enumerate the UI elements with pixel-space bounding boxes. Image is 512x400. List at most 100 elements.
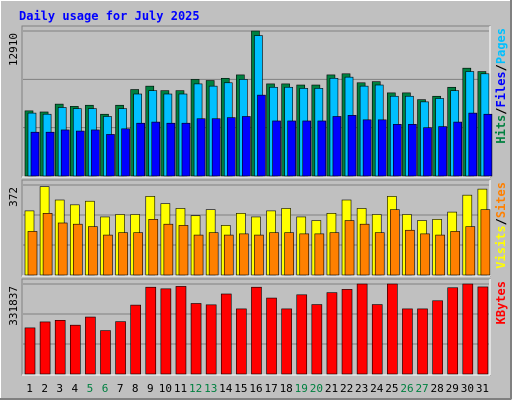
bar-kbytes-day-30 [462, 283, 474, 375]
bar-kbytes-day-27 [417, 308, 428, 375]
bar-kbytes-day-1 [24, 327, 36, 375]
x-axis-tick-labels: 1 2 3 4 5 6 7 8 9 10 11 12 13 14 15 16 17 18 19 20 21 22 23 24 2… [26, 382, 489, 395]
bar-kbytes-day-10 [160, 288, 172, 375]
x-tick-label-day-4: 4 [72, 382, 79, 395]
bar-kbytes-day-4 [69, 324, 81, 375]
x-tick-label-day-30: 30 [461, 382, 474, 395]
bar-pages-day-20 [317, 120, 327, 177]
legend-pages: Pages [494, 28, 508, 64]
bar-sites-day-2 [42, 213, 53, 276]
bar-pages-day-30 [468, 112, 478, 177]
x-tick-label-day-14: 14 [219, 382, 233, 395]
bar-kbytes-day-9 [145, 286, 157, 375]
bar-pages-day-19 [302, 120, 312, 177]
legend-visits: Visits [494, 225, 508, 268]
bar-kbytes-day-2 [39, 321, 51, 375]
legend-files: Files [494, 71, 508, 107]
bar-kbytes-day-21 [326, 292, 338, 375]
x-tick-label-day-19: 19 [295, 382, 308, 395]
bar-sites-day-25 [390, 209, 400, 276]
bar-sites-day-26 [405, 229, 415, 276]
chart-title: Daily usage for July 2025 [19, 9, 200, 23]
bar-kbytes-day-24 [371, 304, 383, 375]
bar-pages-day-29 [453, 121, 463, 177]
bar-sites-day-29 [450, 231, 461, 276]
bar-pages-day-25 [393, 124, 402, 177]
bar-pages-day-14 [226, 117, 236, 177]
bar-kbytes-day-15 [236, 308, 247, 375]
x-tick-label-day-6: 6 [102, 382, 109, 395]
legend-kbytes: KBytes [494, 281, 508, 324]
x-tick-label-day-28: 28 [431, 382, 444, 395]
bar-kbytes-day-11 [175, 286, 187, 375]
bar-pages-day-21 [332, 116, 342, 177]
x-tick-label-day-15: 15 [234, 382, 247, 395]
bar-kbytes-day-18 [281, 308, 292, 375]
bar-kbytes-day-25 [387, 283, 398, 375]
x-tick-label-day-29: 29 [446, 382, 459, 395]
bar-pages-day-16 [257, 94, 266, 177]
x-tick-label-day-2: 2 [41, 382, 48, 395]
x-tick-label-day-10: 10 [159, 382, 172, 395]
bar-kbytes-day-17 [266, 297, 277, 375]
bar-sites-day-27 [420, 233, 430, 276]
x-tick-label-day-12: 12 [189, 382, 202, 395]
bar-kbytes-day-16 [251, 286, 262, 375]
bar-pages-day-17 [272, 120, 281, 177]
legend-separator: / [494, 107, 508, 114]
bar-pages-day-11 [181, 122, 191, 177]
bar-pages-day-15 [242, 116, 251, 177]
bar-pages-day-2 [45, 131, 55, 177]
bar-sites-day-30 [465, 226, 476, 276]
x-tick-label-day-20: 20 [310, 382, 323, 395]
bar-pages-day-28 [438, 126, 447, 177]
bar-sites-day-22 [344, 220, 355, 276]
x-tick-label-day-5: 5 [87, 382, 94, 395]
x-tick-label-day-21: 21 [325, 382, 338, 395]
bar-pages-day-12 [196, 118, 206, 177]
legend-hits: Hits [494, 115, 508, 144]
legend-sites: Sites [494, 182, 508, 218]
bar-pages-day-10 [166, 122, 176, 177]
bar-pages-day-9 [151, 121, 161, 177]
bar-sites-day-15 [239, 233, 249, 276]
bar-sites-day-7 [118, 232, 128, 276]
bar-sites-day-19 [299, 233, 310, 276]
x-tick-label-day-3: 3 [56, 382, 63, 395]
bar-pages-day-4 [75, 130, 85, 177]
y-axis-max-label: 12910 [7, 33, 20, 66]
bar-sites-day-31 [480, 209, 491, 276]
x-tick-label-day-8: 8 [132, 382, 139, 395]
bar-pages-day-26 [408, 124, 417, 177]
x-tick-label-day-13: 13 [204, 382, 217, 395]
panel-legend: Hits/Files/Pages [494, 28, 508, 144]
bar-sites-day-9 [148, 219, 159, 276]
bar-pages-day-6 [106, 134, 115, 177]
legend-separator: / [494, 64, 508, 71]
bar-sites-day-13 [208, 232, 219, 276]
bar-kbytes-day-26 [402, 308, 413, 375]
bar-sites-day-24 [374, 232, 385, 276]
y-axis-max-label: 331837 [7, 286, 20, 326]
bar-kbytes-day-19 [296, 294, 308, 375]
bar-sites-day-16 [254, 234, 264, 276]
bar-pages-day-18 [287, 120, 296, 177]
series-pages [30, 94, 493, 177]
x-tick-label-day-18: 18 [280, 382, 293, 395]
x-tick-label-day-24: 24 [370, 382, 384, 395]
x-tick-label-day-16: 16 [249, 382, 262, 395]
bar-pages-day-5 [91, 129, 100, 177]
bar-sites-day-21 [329, 232, 340, 276]
bar-sites-day-4 [72, 223, 83, 276]
bar-sites-day-10 [163, 223, 174, 276]
x-tick-label-day-7: 7 [117, 382, 124, 395]
series-sites [27, 209, 491, 276]
bar-kbytes-day-31 [477, 286, 489, 375]
bar-sites-day-3 [57, 222, 68, 276]
bar-kbytes-day-22 [341, 289, 353, 375]
bar-kbytes-day-3 [54, 319, 66, 375]
bar-kbytes-day-6 [100, 330, 111, 375]
